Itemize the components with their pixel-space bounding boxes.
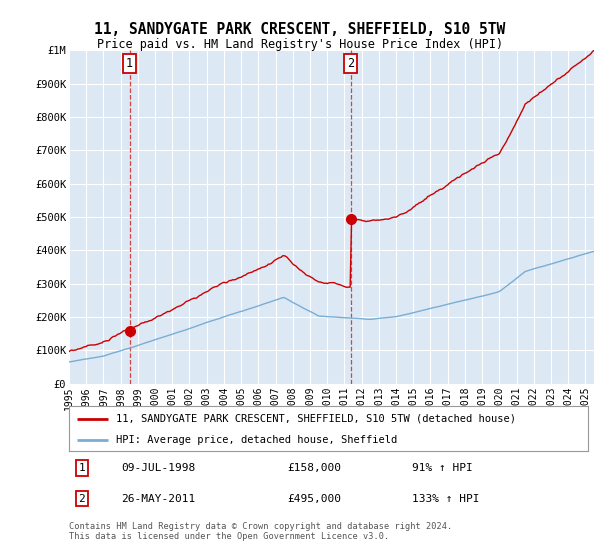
Text: HPI: Average price, detached house, Sheffield: HPI: Average price, detached house, Shef… — [116, 435, 397, 445]
Text: 11, SANDYGATE PARK CRESCENT, SHEFFIELD, S10 5TW (detached house): 11, SANDYGATE PARK CRESCENT, SHEFFIELD, … — [116, 413, 516, 423]
Text: £158,000: £158,000 — [287, 463, 341, 473]
Text: 2: 2 — [79, 494, 85, 503]
Text: 1: 1 — [126, 57, 133, 70]
Text: 2: 2 — [347, 57, 355, 70]
Text: 09-JUL-1998: 09-JUL-1998 — [121, 463, 195, 473]
Text: Contains HM Land Registry data © Crown copyright and database right 2024.
This d: Contains HM Land Registry data © Crown c… — [69, 522, 452, 542]
Text: 1: 1 — [79, 463, 85, 473]
Text: £495,000: £495,000 — [287, 494, 341, 503]
Text: 11, SANDYGATE PARK CRESCENT, SHEFFIELD, S10 5TW: 11, SANDYGATE PARK CRESCENT, SHEFFIELD, … — [94, 22, 506, 38]
Text: 133% ↑ HPI: 133% ↑ HPI — [412, 494, 479, 503]
Text: 91% ↑ HPI: 91% ↑ HPI — [412, 463, 472, 473]
Text: Price paid vs. HM Land Registry's House Price Index (HPI): Price paid vs. HM Land Registry's House … — [97, 38, 503, 51]
Text: 26-MAY-2011: 26-MAY-2011 — [121, 494, 195, 503]
